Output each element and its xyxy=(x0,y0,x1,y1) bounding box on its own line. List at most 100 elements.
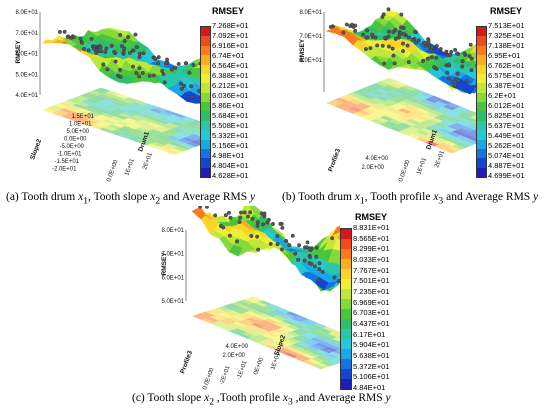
floor-contour-cell xyxy=(105,111,119,117)
floor-contour-cell xyxy=(398,115,412,121)
floor-contour-cell xyxy=(240,299,254,305)
legend-value-label: 6.703E+01 xyxy=(353,308,390,318)
floor-contour-cell xyxy=(103,98,117,104)
legend-swatch xyxy=(201,73,210,84)
floor-contour-cell xyxy=(420,106,434,112)
floor-contour-cell xyxy=(324,346,338,352)
floor-contour-cell xyxy=(233,328,247,334)
legend-swatch xyxy=(477,45,486,56)
floor-contour-cell xyxy=(328,351,340,357)
floor-contour-cell xyxy=(134,127,149,133)
surface-cell xyxy=(96,27,111,33)
floor-contour-cell xyxy=(245,311,260,317)
sample-point xyxy=(255,234,260,239)
sample-point xyxy=(284,238,289,243)
floor-contour-cell xyxy=(375,81,389,87)
floor-contour-cell xyxy=(179,124,193,130)
sample-point xyxy=(402,32,407,37)
floor-contour-cell xyxy=(353,97,367,103)
floor-contour-cell xyxy=(309,331,324,337)
floor-contour-cell xyxy=(228,329,243,335)
legend-value-label: 7.092E+01 xyxy=(212,31,249,40)
surface-plot-a: 8.0E+01 7.0E+01 6.0E+01 5.0E+01 4.0E+01 RMSEY… xyxy=(15,10,200,183)
floor-contour-cell xyxy=(161,124,175,130)
floor-contour-cell xyxy=(250,309,264,315)
floor-contour-cell xyxy=(101,113,115,118)
floor-contour-cell xyxy=(268,310,282,316)
sample-point xyxy=(137,66,142,71)
floor-contour-cell xyxy=(110,116,125,122)
legend-swatch xyxy=(341,249,351,260)
floor-contour-cell xyxy=(402,85,416,91)
floor-contour-cell xyxy=(278,334,292,340)
floor-contour-cell xyxy=(344,108,358,114)
sample-point xyxy=(239,210,243,215)
sample-point xyxy=(391,30,396,34)
floor-contour-cell xyxy=(169,121,184,126)
sample-point xyxy=(363,47,368,52)
floor-contour-cell xyxy=(371,104,385,111)
floor-contour-cell xyxy=(89,124,104,130)
sample-point xyxy=(353,23,358,28)
floor-contour-cell xyxy=(192,126,200,131)
sample-point xyxy=(204,206,209,209)
sample-point xyxy=(118,33,123,37)
axis1-label: Profile3 xyxy=(327,148,342,173)
floor-contour-cell xyxy=(107,124,122,130)
legend-swatch xyxy=(341,339,351,350)
sample-point xyxy=(266,217,271,222)
sample-point xyxy=(399,12,404,17)
floor-contour-cell xyxy=(380,101,394,107)
legend-value-label: 5.449E+01 xyxy=(488,131,525,140)
floor-contour-cell xyxy=(125,97,139,102)
floor-contour-cell xyxy=(189,134,200,139)
legend-value-label: 6.012E+01 xyxy=(488,101,525,110)
floor-contour-cell xyxy=(254,308,268,314)
legend-swatch xyxy=(341,289,351,300)
legend-swatch xyxy=(477,148,486,159)
sample-point xyxy=(137,55,142,59)
legend-value-label: 6.95E+01 xyxy=(488,51,521,60)
legend-value-label: 7.268E+01 xyxy=(212,21,249,30)
floor-contour-cell xyxy=(296,328,310,334)
floor-contour-cell xyxy=(447,124,461,130)
floor-contour-cell xyxy=(339,103,353,109)
sample-point xyxy=(140,70,145,75)
sample-point xyxy=(228,233,232,238)
floor-contour-cell xyxy=(461,126,475,132)
floor-contour-cell xyxy=(218,306,232,312)
floor-contour-cell xyxy=(338,356,340,358)
legend-swatch xyxy=(477,130,486,140)
floor-contour-cell xyxy=(465,139,478,145)
floor-contour-cell xyxy=(411,131,425,138)
floor-contour-cell xyxy=(94,102,109,107)
floor-contour-cell xyxy=(319,348,334,354)
sample-point xyxy=(187,70,192,75)
sample-point xyxy=(314,254,319,259)
floor-contour-cell xyxy=(314,329,328,335)
sample-point xyxy=(344,22,349,27)
sample-point xyxy=(460,59,465,64)
floor-contour-cell xyxy=(461,119,475,125)
floor-contour-cell xyxy=(182,116,196,122)
floor-contour-cell xyxy=(144,130,158,136)
floor-contour-cell xyxy=(84,119,98,125)
sample-point xyxy=(401,49,406,53)
floor-contour-cell xyxy=(77,108,92,114)
sample-point xyxy=(314,245,319,250)
floor-contour-cell xyxy=(112,129,127,134)
floor-contour-cell xyxy=(425,133,439,139)
legend-swatch xyxy=(201,102,210,112)
legend-value-label: 5.637E+01 xyxy=(488,121,525,130)
legend-value-label: 5.106E+01 xyxy=(353,372,390,382)
floor-contour-cell xyxy=(357,88,371,94)
floor-contour-cell xyxy=(447,131,461,138)
floor-contour-cell xyxy=(389,126,403,132)
floor-contour-cell xyxy=(76,102,91,107)
legend-swatch xyxy=(201,36,210,47)
floor-contour-cell xyxy=(170,127,185,133)
floor-contour-cell xyxy=(184,129,198,134)
sample-point xyxy=(245,214,250,219)
floor-contour-cell xyxy=(162,130,176,136)
floor-contour-cell xyxy=(174,126,189,131)
